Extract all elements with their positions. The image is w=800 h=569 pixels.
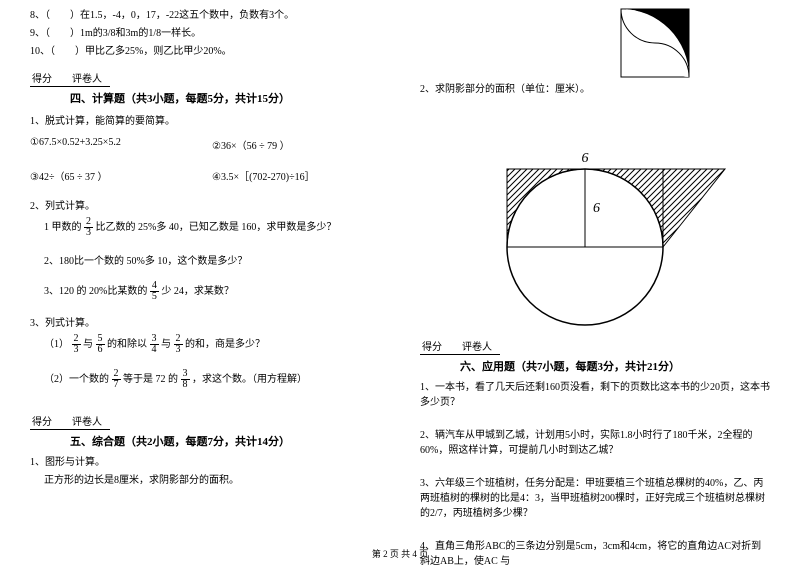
calc-row-2: ③42÷（65 ÷ 37 ） ④3.5×［(702-270)÷16］	[30, 168, 380, 183]
fraction: 27	[112, 369, 121, 390]
square-leaf-diagram	[620, 8, 690, 78]
circle-triangle-diagram: 6 6	[445, 107, 745, 327]
section6-title: 六、应用题（共7小题，每题3分，共计21分）	[460, 358, 770, 374]
fraction: 23	[174, 334, 183, 355]
text: 1 甲数的	[44, 222, 82, 233]
s4-q2-2: 2、180比一个数的 50%多 10，这个数是多少？	[44, 252, 380, 267]
label-top: 6	[582, 151, 589, 166]
text: 少 24，求某数？	[161, 286, 234, 297]
tf-item-10: 10、（ ）甲比乙多25%，则乙比甲少20%。	[30, 44, 380, 59]
tf-item-9: 9、（ ）1m的3/8和3m的1/8一样长。	[30, 26, 380, 41]
fraction: 56	[96, 334, 105, 355]
s4-q3-2: （2）一个数的 27 等于是 72 的 38 ，求这个数。（用方程解）	[44, 369, 380, 390]
s6-q1: 1、一本书，看了几天后还剩160页没看，剩下的页数比这本书的少20页，这本书多少…	[420, 380, 770, 410]
s4-q2: 2、列式计算。	[30, 199, 380, 214]
score-box-6: 得分 评卷人	[420, 337, 500, 355]
fraction: 23	[84, 217, 93, 238]
left-column: 8、（ ）在1.5，-4，0，17，-22这五个数中，负数有3个。 9、（ ）1…	[0, 0, 400, 545]
s6-q3: 3、六年级三个班植树，任务分配是：甲班要植三个班植总棵树的40%，乙、丙两班植树…	[420, 476, 770, 521]
s5-q1-text: 正方形的边长是8厘米，求阴影部分的面积。	[44, 473, 380, 488]
text: ，求这个数。（用方程解）	[192, 374, 307, 385]
text: 的和，商是多少？	[185, 339, 265, 350]
fraction: 34	[150, 334, 159, 355]
tf-item-8: 8、（ ）在1.5，-4，0，17，-22这五个数中，负数有3个。	[30, 8, 380, 23]
score-box-4: 得分 评卷人	[30, 69, 110, 87]
grader-label: 评卷人	[70, 412, 110, 429]
text: 3、120 的 20%比某数的	[44, 286, 147, 297]
fraction: 45	[150, 281, 159, 302]
label-center: 6	[593, 201, 600, 216]
score-label: 得分	[30, 412, 70, 429]
s6-q2: 2、辆汽车从甲城到乙城，计划用5小时，实际1.8小时行了180千米，2全程的60…	[420, 428, 770, 458]
text: 的和除以	[107, 339, 147, 350]
s5-q1: 1、图形与计算。	[30, 455, 380, 470]
score-label: 得分	[420, 337, 460, 354]
calc-item-4: ④3.5×［(702-270)÷16］	[212, 168, 380, 183]
fraction: 23	[72, 334, 81, 355]
calc-item-1: ①67.5×0.52+3.25×5.2	[30, 137, 198, 152]
grader-label: 评卷人	[70, 69, 110, 86]
calc-row-1: ①67.5×0.52+3.25×5.2 ②36×（56 ÷ 79 ）	[30, 137, 380, 152]
s4-q2-1: 1 甲数的 23 比乙数的 25%多 40，已知乙数是 160，求甲数是多少？	[44, 217, 380, 238]
text: 等于是 72 的	[123, 374, 178, 385]
s4-q3-1: （1） 23 与 56 的和除以 34 与 23 的和，商是多少？	[44, 334, 380, 355]
right-column: 2、求阴影部分的面积（单位：厘米）。 6	[400, 0, 800, 545]
calc-item-3: ③42÷（65 ÷ 37 ）	[30, 168, 198, 183]
score-label: 得分	[30, 69, 70, 86]
text: （1）	[44, 339, 69, 350]
calc-item-2: ②36×（56 ÷ 79 ）	[212, 137, 380, 152]
text: （2）一个数的	[44, 374, 109, 385]
s4-q1: 1、脱式计算，能简算的要简算。	[30, 112, 380, 127]
grader-label: 评卷人	[460, 337, 500, 354]
fraction: 38	[181, 369, 190, 390]
s4-q2-3: 3、120 的 20%比某数的 45 少 24，求某数？	[44, 281, 380, 302]
text: 与	[83, 339, 93, 350]
s5-q2: 2、求阴影部分的面积（单位：厘米）。	[420, 82, 770, 97]
text: 比乙数的 25%多 40，已知乙数是 160，求甲数是多少？	[96, 222, 337, 233]
section4-title: 四、计算题（共3小题，每题5分，共计15分）	[70, 90, 380, 106]
section5-title: 五、综合题（共2小题，每题7分，共计14分）	[70, 433, 380, 449]
score-box-5: 得分 评卷人	[30, 412, 110, 430]
text: 与	[161, 339, 171, 350]
s4-q3: 3、列式计算。	[30, 316, 380, 331]
